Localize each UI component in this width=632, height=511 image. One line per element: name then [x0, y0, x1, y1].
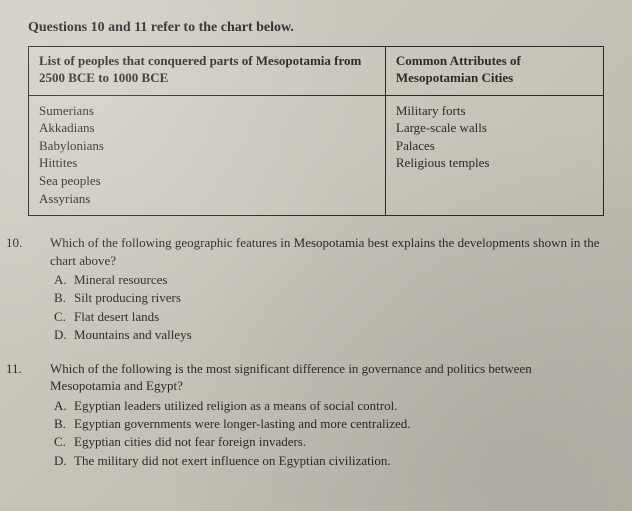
choice-text: Egyptian leaders utilized religion as a …: [74, 397, 397, 415]
choice-b: B.Egyptian governments were longer-lasti…: [54, 415, 604, 433]
choice-letter: D.: [54, 452, 74, 470]
reference-chart: List of peoples that conquered parts of …: [28, 46, 604, 216]
attributes-list: Military forts Large-scale walls Palaces…: [385, 95, 603, 215]
list-item: Sea peoples: [39, 172, 375, 190]
list-item: Military forts: [396, 102, 593, 120]
choice-c: C.Flat desert lands: [54, 308, 604, 326]
choice-a: A.Mineral resources: [54, 271, 604, 289]
question-11: 11.Which of the following is the most si…: [28, 360, 604, 470]
chart-right-header: Common Attributes of Mesopotamian Cities: [385, 47, 603, 95]
choice-letter: A.: [54, 271, 74, 289]
section-heading: Questions 10 and 11 refer to the chart b…: [28, 20, 604, 36]
chart-body-row: Sumerians Akkadians Babylonians Hittites…: [29, 95, 603, 215]
choice-d: D.Mountains and valleys: [54, 326, 604, 344]
answer-choices: A.Egyptian leaders utilized religion as …: [50, 397, 604, 470]
choice-letter: D.: [54, 326, 74, 344]
worksheet-page: Questions 10 and 11 refer to the chart b…: [0, 0, 632, 511]
choice-text: Egyptian governments were longer-lasting…: [74, 415, 411, 433]
list-item: Palaces: [396, 137, 593, 155]
list-item: Religious temples: [396, 154, 593, 172]
choice-letter: C.: [54, 433, 74, 451]
choice-text: Flat desert lands: [74, 308, 159, 326]
choice-letter: B.: [54, 289, 74, 307]
list-item: Sumerians: [39, 102, 375, 120]
question-stem: 10.Which of the following geographic fea…: [50, 234, 604, 269]
question-text: Which of the following is the most signi…: [50, 361, 532, 394]
list-item: Large-scale walls: [396, 119, 593, 137]
choice-letter: A.: [54, 397, 74, 415]
choice-c: C.Egyptian cities did not fear foreign i…: [54, 433, 604, 451]
chart-header-row: List of peoples that conquered parts of …: [29, 47, 603, 95]
list-item: Babylonians: [39, 137, 375, 155]
answer-choices: A.Mineral resources B.Silt producing riv…: [50, 271, 604, 344]
question-number: 10.: [28, 234, 50, 252]
choice-text: Mountains and valleys: [74, 326, 192, 344]
peoples-list: Sumerians Akkadians Babylonians Hittites…: [29, 95, 385, 215]
choice-a: A.Egyptian leaders utilized religion as …: [54, 397, 604, 415]
choice-text: The military did not exert influence on …: [74, 452, 391, 470]
choice-letter: B.: [54, 415, 74, 433]
question-number: 11.: [28, 360, 50, 378]
choice-text: Silt producing rivers: [74, 289, 181, 307]
question-stem: 11.Which of the following is the most si…: [50, 360, 604, 395]
list-item: Assyrians: [39, 190, 375, 208]
question-10: 10.Which of the following geographic fea…: [28, 234, 604, 344]
chart-left-header: List of peoples that conquered parts of …: [29, 47, 385, 95]
list-item: Akkadians: [39, 119, 375, 137]
choice-text: Mineral resources: [74, 271, 168, 289]
list-item: Hittites: [39, 154, 375, 172]
choice-d: D.The military did not exert influence o…: [54, 452, 604, 470]
choice-b: B.Silt producing rivers: [54, 289, 604, 307]
question-text: Which of the following geographic featur…: [50, 235, 599, 268]
choice-text: Egyptian cities did not fear foreign inv…: [74, 433, 306, 451]
choice-letter: C.: [54, 308, 74, 326]
